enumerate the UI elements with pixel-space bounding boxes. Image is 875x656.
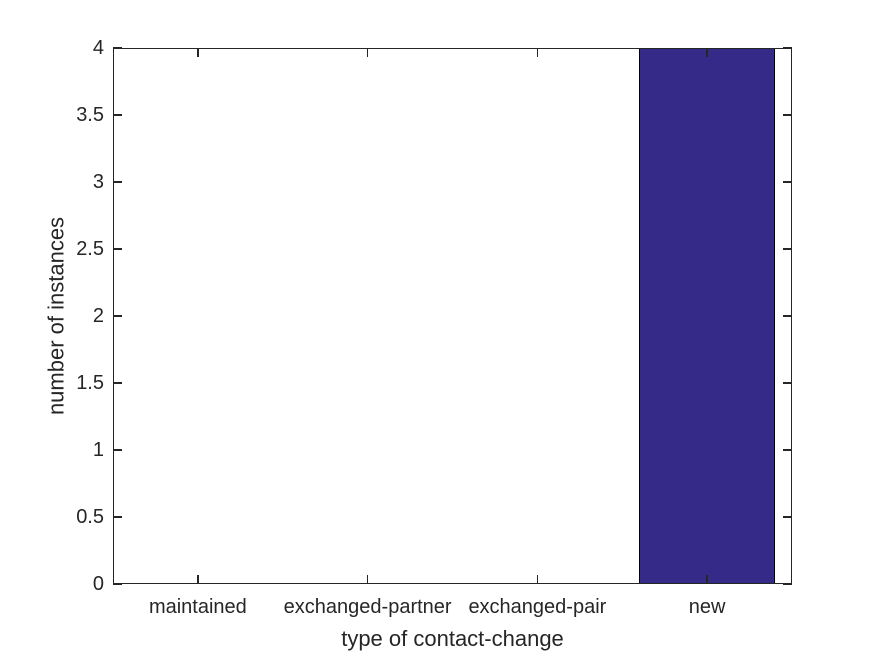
y-tick-mirror: [783, 382, 792, 384]
x-axis-label: type of contact-change: [341, 626, 564, 651]
y-tick: [113, 449, 122, 451]
x-tick-mirror: [197, 48, 199, 57]
y-tick-label: 4: [92, 36, 104, 59]
y-tick: [113, 47, 122, 49]
y-tick-mirror: [783, 181, 792, 183]
y-tick-mirror: [783, 248, 792, 250]
y-tick: [113, 181, 122, 183]
y-axis-label: number of instances: [43, 216, 69, 416]
y-tick-mirror: [783, 516, 792, 518]
y-tick: [113, 114, 122, 116]
x-tick: [706, 575, 708, 584]
x-tick-mirror: [366, 48, 369, 57]
plot-area: [113, 48, 792, 584]
x-tick-mirror: [706, 48, 708, 57]
y-tick: [113, 516, 122, 518]
y-tick: [113, 382, 122, 384]
y-tick: [113, 583, 122, 585]
x-tick-label-exchanged-pair: exchanged-pair: [468, 596, 607, 618]
y-tick-mirror: [783, 583, 792, 585]
y-tick-label: 0: [92, 572, 104, 595]
x-tick-label-exchanged-partner: exchanged-partner: [283, 596, 452, 618]
x-tick-label-maintained: maintained: [148, 596, 247, 618]
x-tick: [536, 575, 539, 584]
x-tick: [366, 575, 369, 584]
bar-new: [639, 48, 776, 584]
y-tick: [113, 248, 122, 250]
y-tick: [113, 315, 122, 317]
y-tick-label: 1: [92, 438, 104, 461]
y-tick-mirror: [783, 114, 792, 116]
y-tick-label: 0.5: [76, 505, 104, 528]
y-tick-mirror: [783, 47, 792, 49]
x-tick-label-new: new: [688, 596, 726, 618]
y-tick-label: 3: [92, 170, 104, 193]
x-tick-mirror: [536, 48, 539, 57]
y-tick-label: 3.5: [76, 103, 104, 126]
x-tick: [197, 575, 199, 584]
y-tick-mirror: [783, 315, 792, 317]
y-tick-mirror: [783, 449, 792, 451]
